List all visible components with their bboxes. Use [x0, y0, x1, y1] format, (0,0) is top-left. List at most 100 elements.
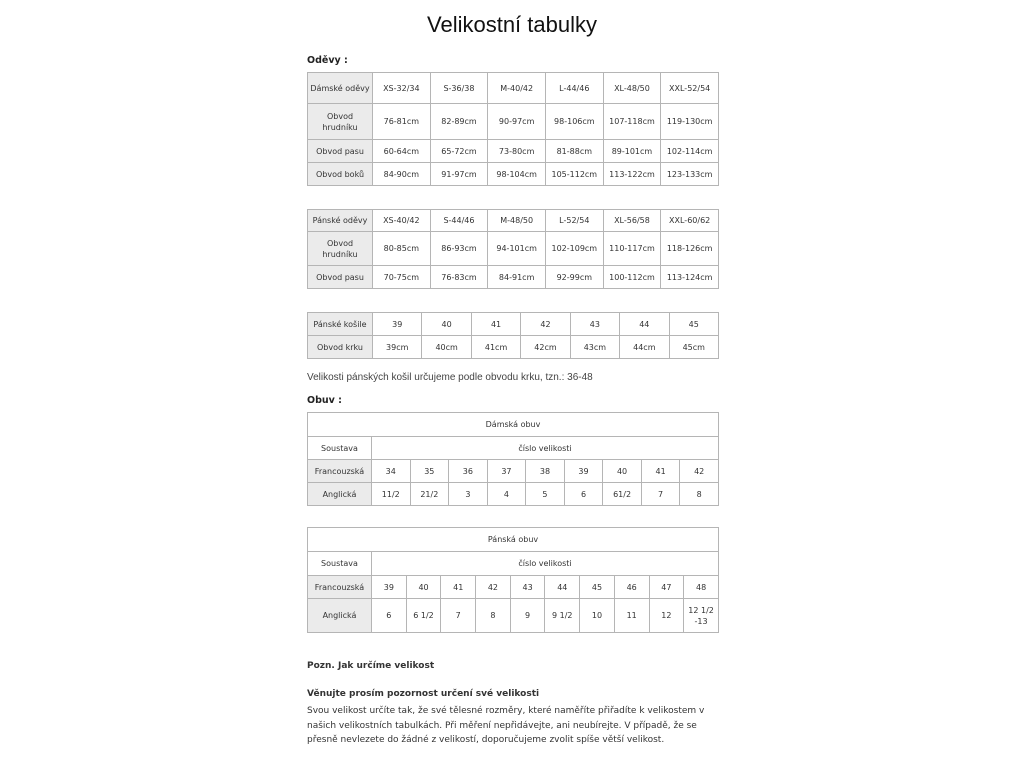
- table-row: Obvod hrudníku 80-85cm 86-93cm 94-101cm 102-…: [307, 231, 719, 266]
- table-cell: 8: [475, 598, 511, 633]
- table-row: Obvod krku 39cm 40cm 41cm 42cm 43cm 44cm 45cm: [307, 335, 720, 359]
- table-cell: 45cm: [668, 335, 720, 359]
- womens-shoes-table: Dámská obuv Soustava číslo velikosti Franco…: [307, 412, 719, 506]
- header-cell: Obvod boků: [307, 162, 373, 186]
- mens-shoes-table: Pánská obuv Soustava číslo velikosti Franco…: [307, 527, 719, 633]
- header-cell: Anglická: [307, 482, 372, 506]
- table-cell: Soustava: [307, 551, 372, 576]
- table-cell: 36: [448, 459, 488, 483]
- table-cell: 42: [520, 312, 571, 336]
- table-cell: S-36/38: [429, 72, 489, 104]
- table-cell: 39: [371, 575, 407, 599]
- table-cell: 84-91cm: [487, 265, 546, 289]
- table-cell: Soustava: [307, 436, 372, 460]
- table-cell: XL-48/50: [602, 72, 662, 104]
- table-cell: 65-72cm: [429, 139, 489, 163]
- table-cell: XS-32/34: [372, 72, 431, 104]
- table-cell: 9 1/2: [544, 598, 581, 633]
- table-cell: 89-101cm: [602, 139, 662, 163]
- table-cell: 7: [440, 598, 477, 633]
- clothing-heading: Oděvy :: [307, 55, 348, 66]
- table-cell: 8: [679, 482, 719, 506]
- table-cell: 81-88cm: [544, 139, 604, 163]
- header-cell: Anglická: [307, 598, 372, 633]
- header-cell: Obvod pasu: [307, 139, 373, 163]
- table-cell: XXL-60/62: [660, 209, 719, 232]
- advice-heading: Věnujte prosím pozornost určení své veli…: [307, 689, 540, 699]
- header-cell: Obvod pasu: [307, 265, 373, 289]
- table-cell: 80-85cm: [372, 231, 431, 266]
- table-row: Pánské košile 39 40 41 42 43 44 45: [307, 312, 720, 336]
- table-cell: 100-112cm: [602, 265, 662, 289]
- table-cell: 123-133cm: [660, 162, 719, 186]
- table-cell: 42: [679, 459, 719, 483]
- table-cell: 48: [683, 575, 719, 599]
- table-cell: 46: [613, 575, 650, 599]
- table-cell: 12: [648, 598, 685, 633]
- table-cell: 40cm: [421, 335, 472, 359]
- table-cell: 113-124cm: [660, 265, 719, 289]
- header-cell: Francouzská: [307, 459, 372, 483]
- table-cell: 42cm: [520, 335, 571, 359]
- caption-row: Dámská obuv: [307, 412, 719, 437]
- table-cell: 44cm: [619, 335, 670, 359]
- table-cell: S-44/46: [429, 209, 489, 232]
- table-cell: 118-126cm: [660, 231, 719, 266]
- table-cell: 41: [640, 459, 681, 483]
- shoes-heading: Obuv :: [307, 395, 342, 406]
- header-cell: Obvod hrudníku: [307, 103, 373, 140]
- table-cell: 5: [525, 482, 565, 506]
- header-cell: Obvod krku: [307, 335, 373, 359]
- table-cell: 43: [509, 575, 546, 599]
- table-cell: 44: [619, 312, 670, 336]
- table-cell: 37: [486, 459, 527, 483]
- table-cell: 102-114cm: [660, 139, 719, 163]
- header-cell: Pánské oděvy: [307, 209, 373, 232]
- table-cell: 12 1/2 -13: [683, 598, 719, 633]
- table-cell: 45: [579, 575, 615, 599]
- table-cell: 41cm: [470, 335, 522, 359]
- table-cell: 7: [640, 482, 681, 506]
- table-row: Obvod pasu 70-75cm 76-83cm 84-91cm 92-99cm 10…: [307, 265, 719, 289]
- table-cell: 43: [569, 312, 621, 336]
- table-row: Francouzská 39 40 41 42 43 44 45 46 47 48: [307, 575, 719, 599]
- table-row: Francouzská 34 35 36 37 38 39 40 41 42: [307, 459, 719, 483]
- table-cell: M-48/50: [487, 209, 546, 232]
- table-row: Soustava číslo velikosti: [307, 436, 719, 460]
- table-cell: 41: [470, 312, 522, 336]
- table-cell: 6: [371, 598, 407, 633]
- table-cell: 107-118cm: [602, 103, 662, 140]
- table-cell: 76-83cm: [429, 265, 489, 289]
- table-cell: 11/2: [371, 482, 411, 506]
- table-cell: 42: [475, 575, 511, 599]
- table-cell: 9: [509, 598, 546, 633]
- table-cell: číslo velikosti: [371, 551, 719, 576]
- table-cell: 44: [544, 575, 581, 599]
- shirts-note: Velikosti pánských košil určujeme podle …: [307, 372, 593, 383]
- table-cell: 11: [613, 598, 650, 633]
- table-cell: 6 1/2: [405, 598, 442, 633]
- table-caption: Dámská obuv: [307, 412, 719, 437]
- table-cell: 119-130cm: [660, 103, 719, 140]
- table-cell: M-40/42: [487, 72, 546, 104]
- table-cell: 21/2: [409, 482, 450, 506]
- table-cell: číslo velikosti: [371, 436, 719, 460]
- table-row: Obvod boků 84-90cm 91-97cm 98-104cm 105-112c…: [307, 162, 719, 186]
- table-cell: 39cm: [371, 335, 423, 359]
- table-row: Pánské oděvy XS-40/42 S-44/46 M-48/50 L-52/5…: [307, 209, 719, 232]
- table-cell: L-44/46: [544, 72, 604, 104]
- table-cell: L-52/54: [544, 209, 604, 232]
- table-cell: 98-106cm: [544, 103, 604, 140]
- table-row: Anglická 6 6 1/2 7 8 9 9 1/2 10 11 12 12 1/2 -13: [307, 598, 719, 633]
- table-cell: 40: [405, 575, 442, 599]
- table-cell: 73-80cm: [487, 139, 546, 163]
- table-cell: 84-90cm: [372, 162, 431, 186]
- table-cell: 94-101cm: [487, 231, 546, 266]
- caption-row: Pánská obuv: [307, 527, 719, 552]
- table-cell: 60-64cm: [372, 139, 431, 163]
- table-cell: 4: [486, 482, 527, 506]
- table-cell: 86-93cm: [429, 231, 489, 266]
- header-cell: Pánské košile: [307, 312, 373, 336]
- header-cell: Obvod hrudníku: [307, 231, 373, 266]
- table-cell: XL-56/58: [602, 209, 662, 232]
